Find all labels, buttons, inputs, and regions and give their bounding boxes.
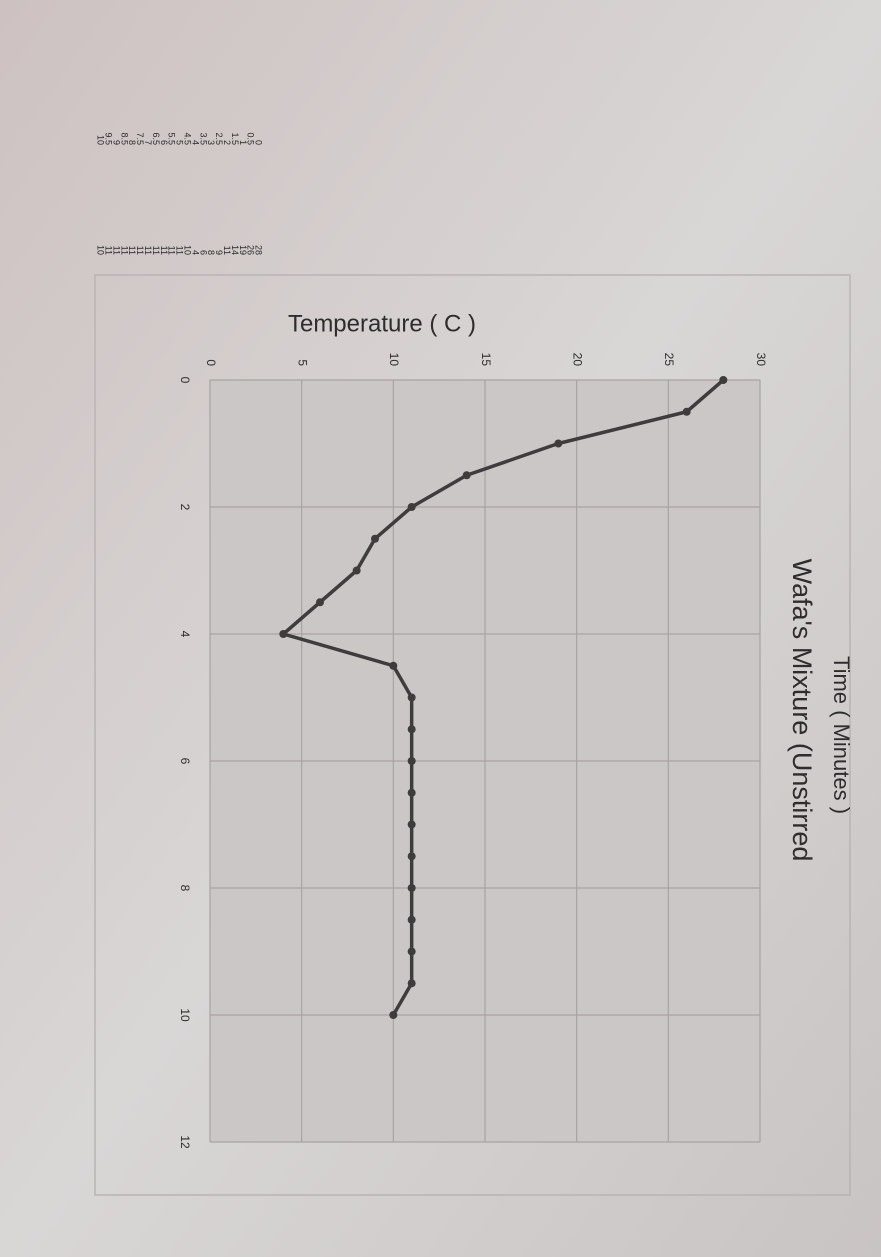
table-temperature: 11: [167, 246, 177, 255]
data-point: [682, 407, 691, 416]
table-time: 5.5: [167, 132, 177, 145]
table-temperature: 10: [96, 245, 106, 255]
table-time: 1.5: [230, 132, 240, 145]
table-temperature: 10: [183, 245, 193, 255]
table-temperature: 11: [104, 246, 114, 255]
data-point: [407, 979, 416, 988]
table-temperature: 11: [111, 246, 121, 255]
table-temperature: 11: [143, 246, 153, 255]
table-temperature: 14: [230, 245, 240, 255]
x-tick-label: 0: [178, 377, 192, 384]
table-temperature: 11: [135, 246, 145, 255]
data-point: [407, 757, 416, 765]
table-temperature: 4: [190, 250, 200, 255]
data-point: [407, 820, 416, 829]
table-temperature: 8: [206, 250, 216, 255]
data-point: [407, 915, 416, 924]
y-tick-label: 30: [754, 353, 768, 367]
data-point: [352, 566, 361, 575]
data-point: [371, 534, 379, 543]
table-time: 0.5: [246, 132, 256, 145]
table-time: 2: [222, 140, 232, 145]
table-time: 8: [127, 140, 137, 145]
table-time: 3.5: [198, 132, 208, 145]
data-point: [407, 884, 416, 892]
data-point: [719, 376, 728, 384]
table-temperature: 11: [175, 246, 185, 255]
data-point: [407, 788, 416, 797]
table-time: 1: [238, 140, 248, 145]
table-time: 5: [175, 140, 185, 145]
table-temperature: 9: [214, 250, 224, 255]
chart-frame: [94, 274, 851, 1196]
x-tick-label: 6: [178, 758, 192, 765]
table-temperature: 11: [159, 246, 169, 255]
table-time: 0: [254, 140, 264, 145]
data-point: [389, 661, 398, 670]
table-temperature: 26: [246, 245, 256, 255]
y-tick-label: 10: [387, 353, 401, 367]
table-temperature: 11: [222, 246, 232, 255]
table-time: 2.5: [214, 132, 224, 145]
data-point: [407, 947, 416, 956]
table-time: 10: [96, 135, 106, 145]
data-point: [407, 852, 416, 861]
table-time: 8.5: [119, 132, 129, 145]
x-axis-title: Time ( Minutes ): [829, 656, 854, 814]
x-tick-label: 10: [178, 1008, 192, 1022]
table-temperature: 19: [238, 245, 248, 255]
data-point: [407, 725, 416, 734]
table-time: 9.5: [104, 132, 114, 145]
y-tick-label: 25: [662, 353, 676, 367]
table-time: 9: [111, 140, 121, 145]
data-point: [554, 439, 563, 448]
table-time: 6: [159, 140, 169, 145]
y-tick-label: 5: [295, 359, 309, 366]
y-axis-title: Temperature ( C ): [288, 310, 476, 337]
x-tick-label: 12: [178, 1135, 192, 1149]
data-point: [462, 471, 471, 480]
rotated-sheet: Wafa's Mixture (Unstirred Time ( Minutes…: [94, 132, 854, 1196]
table-time: 7.5: [135, 132, 145, 145]
table-time: 3: [206, 140, 216, 145]
table-time: 7: [143, 140, 153, 145]
data-point: [389, 1011, 398, 1019]
table-temperature: 6: [198, 250, 208, 255]
x-tick-label: 8: [178, 885, 192, 892]
table-temperature: 11: [119, 246, 129, 255]
table-time: 4.5: [183, 132, 193, 145]
table-time: 6.5: [151, 132, 161, 145]
y-tick-label: 15: [479, 353, 493, 367]
table-time: 4: [190, 140, 200, 145]
data-point: [279, 630, 288, 638]
table-temperature: 11: [127, 246, 137, 255]
x-tick-label: 2: [178, 504, 192, 511]
x-tick-label: 4: [178, 631, 192, 638]
chart-title: Wafa's Mixture (Unstirred: [787, 559, 817, 862]
data-point: [407, 693, 416, 702]
table-temperature: 11: [151, 246, 161, 255]
y-tick-label: 0: [204, 359, 218, 366]
data-point: [407, 503, 416, 511]
data-point: [316, 598, 324, 607]
y-tick-label: 20: [570, 353, 584, 367]
table-temperature: 28: [254, 245, 264, 255]
